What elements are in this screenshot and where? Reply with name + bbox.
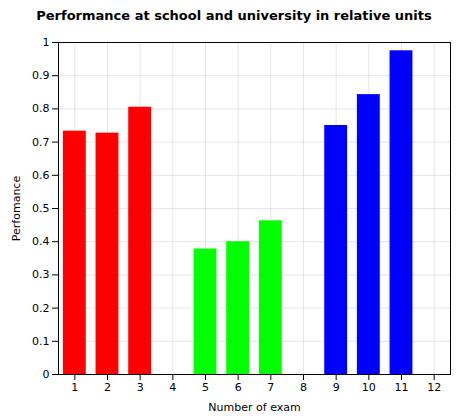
svg-text:11: 11 [395, 381, 409, 394]
svg-text:0.3: 0.3 [32, 268, 50, 281]
svg-text:5: 5 [202, 381, 209, 394]
svg-text:1: 1 [71, 381, 78, 394]
svg-text:0.5: 0.5 [32, 202, 50, 215]
svg-text:2: 2 [104, 381, 111, 394]
svg-text:0.6: 0.6 [32, 169, 50, 182]
svg-text:Perfomance: Perfomance [10, 176, 23, 242]
svg-text:4: 4 [169, 381, 176, 394]
svg-text:0.9: 0.9 [32, 69, 50, 82]
svg-text:0.1: 0.1 [32, 335, 50, 348]
svg-text:10: 10 [362, 381, 376, 394]
svg-text:Number of exam: Number of exam [208, 401, 300, 414]
svg-text:8: 8 [300, 381, 307, 394]
svg-text:7: 7 [267, 381, 274, 394]
svg-text:1: 1 [43, 36, 50, 49]
svg-text:6: 6 [235, 381, 242, 394]
svg-text:0.2: 0.2 [32, 302, 50, 315]
svg-text:0.7: 0.7 [32, 136, 50, 149]
svg-text:9: 9 [333, 381, 340, 394]
svg-text:0.8: 0.8 [32, 102, 50, 115]
html-text:Performance at school and univ: Performance at school and university in … [36, 8, 432, 23]
svg-text:12: 12 [427, 381, 441, 394]
svg-text:0.4: 0.4 [32, 235, 50, 248]
svg-text:0: 0 [43, 368, 50, 381]
svg-text:3: 3 [137, 381, 144, 394]
